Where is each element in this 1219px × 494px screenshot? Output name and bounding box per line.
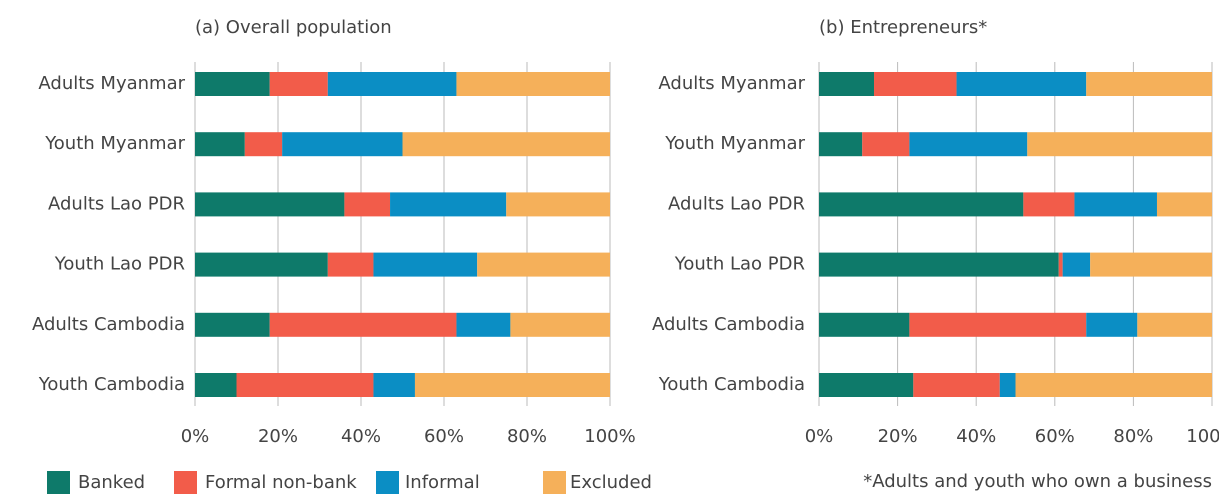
bar-segment — [373, 252, 478, 277]
bar-segment — [862, 132, 910, 157]
y-tick-label: Youth Cambodia — [658, 374, 805, 395]
bar-segment — [1062, 252, 1091, 277]
chart-title: (a) Overall population — [195, 17, 392, 38]
bar-segment — [510, 312, 610, 337]
bar-segment — [390, 192, 507, 217]
bar-segment — [1023, 192, 1075, 217]
bar-segment — [819, 252, 1059, 277]
footnote: *Adults and youth who own a business — [863, 471, 1212, 492]
bar-segment — [195, 72, 270, 96]
bar-segment — [819, 192, 1024, 217]
y-tick-label: Adults Cambodia — [652, 314, 805, 335]
bar-segment — [1086, 72, 1212, 96]
bar-segment — [1027, 132, 1212, 157]
legend-label: Banked — [78, 472, 145, 493]
bar-segment — [1156, 192, 1212, 217]
x-tick-label: 40% — [956, 426, 996, 447]
x-tick-label: 20% — [258, 426, 298, 447]
x-tick-label: 60% — [424, 426, 464, 447]
y-tick-label: Youth Cambodia — [38, 374, 185, 395]
bar-segment — [244, 132, 283, 157]
bar-segment — [1074, 192, 1157, 217]
bar-segment — [956, 72, 1087, 96]
bar-segment — [269, 72, 328, 96]
x-tick-label: 80% — [1113, 426, 1153, 447]
legend-label: Excluded — [570, 472, 652, 493]
legend-label: Formal non-bank — [205, 472, 357, 493]
bar-segment — [874, 72, 957, 96]
bar-segment — [195, 373, 237, 397]
x-tick-label: 0% — [805, 426, 834, 447]
bar-segment — [456, 312, 511, 337]
bar-segment — [819, 72, 875, 96]
y-tick-label: Youth Myanmar — [44, 133, 185, 154]
bar-segment — [327, 72, 457, 96]
y-tick-label: Adults Lao PDR — [48, 193, 185, 214]
bar-segment — [913, 373, 1000, 397]
bar-segment — [195, 252, 328, 277]
y-tick-label: Youth Myanmar — [664, 133, 805, 154]
bar-segment — [373, 373, 415, 397]
y-tick-label: Adults Lao PDR — [668, 193, 805, 214]
legend-swatch — [543, 471, 566, 494]
legend-swatch — [174, 471, 197, 494]
bar-segment — [999, 373, 1016, 397]
bar-segment — [456, 72, 610, 96]
bar-segment — [909, 132, 1028, 157]
x-tick-label: 100% — [1186, 426, 1219, 447]
x-tick-label: 100% — [584, 426, 635, 447]
legend-swatch — [47, 471, 70, 494]
bar-segment — [1090, 252, 1212, 277]
bar-segment — [402, 132, 610, 157]
y-tick-label: Adults Myanmar — [38, 73, 185, 94]
bar-segment — [477, 252, 610, 277]
x-tick-label: 40% — [341, 426, 381, 447]
bar-segment — [195, 312, 270, 337]
bar-segment — [909, 312, 1087, 337]
y-tick-label: Youth Lao PDR — [674, 254, 805, 275]
bar-segment — [1058, 252, 1063, 277]
bar-segment — [819, 312, 910, 337]
bar-segment — [1086, 312, 1138, 337]
x-tick-label: 60% — [1035, 426, 1075, 447]
bar-segment — [327, 252, 374, 277]
bar-segment — [195, 132, 245, 157]
bar-segment — [506, 192, 610, 217]
bar-segment — [282, 132, 403, 157]
y-tick-label: Adults Myanmar — [658, 73, 805, 94]
y-tick-label: Adults Cambodia — [32, 314, 185, 335]
bar-segment — [1015, 373, 1212, 397]
y-tick-label: Youth Lao PDR — [54, 254, 185, 275]
bar-segment — [344, 192, 391, 217]
chart-title: (b) Entrepreneurs* — [819, 17, 987, 38]
legend-swatch — [376, 471, 399, 494]
x-tick-label: 20% — [878, 426, 918, 447]
bar-segment — [819, 373, 914, 397]
bar-segment — [236, 373, 374, 397]
bar-segment — [819, 132, 863, 157]
bar-segment — [269, 312, 457, 337]
legend-label: Informal — [405, 472, 480, 493]
bar-segment — [195, 192, 345, 217]
bar-segment — [414, 373, 610, 397]
x-tick-label: 80% — [507, 426, 547, 447]
bar-segment — [1137, 312, 1212, 337]
x-tick-label: 0% — [181, 426, 210, 447]
